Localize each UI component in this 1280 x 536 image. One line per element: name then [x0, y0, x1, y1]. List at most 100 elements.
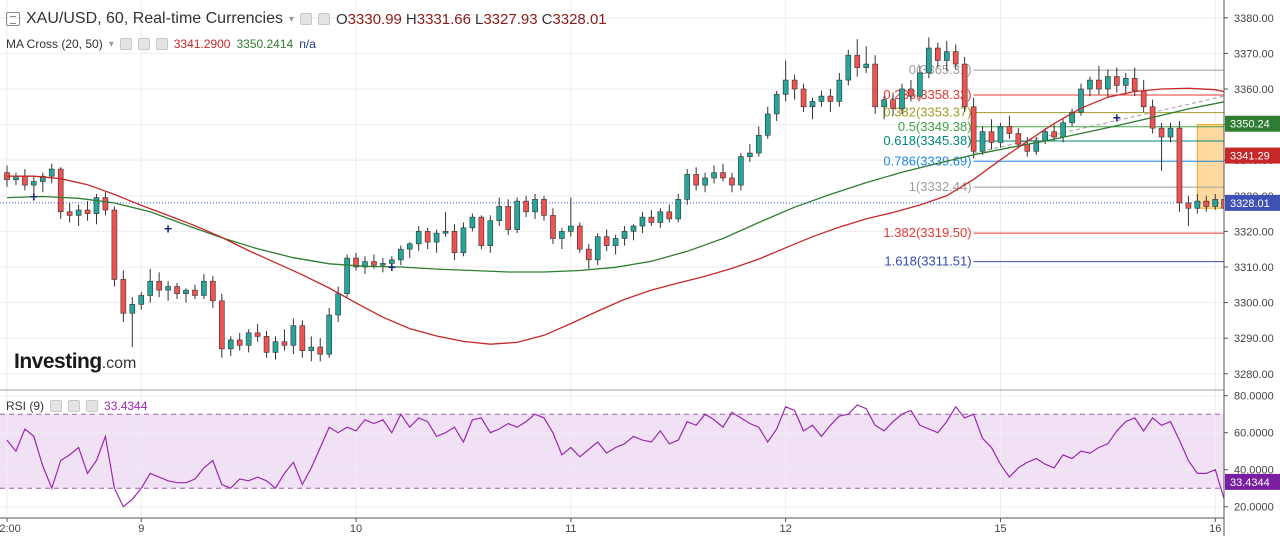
candle-body: [451, 231, 458, 254]
fib-level-label: 0.618(3345.38): [883, 133, 971, 148]
candle-body: [747, 152, 753, 157]
candle-body: [478, 216, 485, 246]
rsi-title[interactable]: RSI (9): [6, 399, 45, 413]
candle-body: [102, 197, 109, 211]
candle: [908, 80, 914, 102]
ma-cross-title[interactable]: MA Cross (20, 50): [6, 37, 103, 51]
candle-body: [227, 339, 234, 350]
candle-body: [979, 131, 986, 152]
candle: [93, 194, 100, 225]
candle-body: [245, 332, 252, 346]
fib-level-label: 0.236(3358.32): [883, 87, 971, 102]
visibility-icon[interactable]: [50, 400, 63, 412]
candle: [183, 288, 189, 303]
candle: [138, 291, 145, 310]
candle-body: [1114, 76, 1120, 86]
ohlc-value: 3330.99: [347, 10, 402, 28]
price-tick-label: 3310.00: [1234, 262, 1274, 274]
price-tick-label: 3280.00: [1234, 369, 1274, 381]
candle: [290, 318, 297, 355]
settings-icon[interactable]: [137, 38, 150, 50]
candle-body: [93, 197, 100, 214]
gear-icon[interactable]: [318, 13, 330, 25]
candle-body: [1069, 111, 1075, 124]
rsi-value-tag: 33.4344: [1230, 477, 1270, 489]
candle-body: [970, 106, 977, 152]
candle: [711, 165, 717, 184]
candle-body: [129, 304, 136, 314]
ohlc-item: O3330.99: [336, 11, 402, 28]
candle-body: [1212, 199, 1219, 207]
collapse-icon[interactable]: [6, 12, 20, 26]
candle-body: [1203, 200, 1210, 207]
close-icon[interactable]: [155, 38, 168, 50]
chevron-down-icon[interactable]: ▾: [288, 13, 294, 25]
candle-body: [961, 63, 968, 108]
candle-body: [424, 231, 431, 243]
candle-body: [353, 257, 359, 268]
ohlc-label: H: [405, 10, 417, 28]
candle-body: [541, 199, 547, 216]
candle-body: [836, 79, 843, 102]
ma-fast-value: 3341.2900: [173, 37, 231, 51]
candle-body: [550, 215, 556, 239]
candle: [442, 211, 449, 237]
close-icon[interactable]: [86, 400, 99, 412]
ohlc-label: L: [474, 10, 484, 28]
candle-body: [57, 168, 64, 213]
candle: [809, 97, 816, 120]
settings-icon[interactable]: [300, 13, 312, 25]
rsi-tick-label: 40.0000: [1234, 465, 1274, 477]
candle: [1203, 195, 1210, 212]
candle: [344, 254, 350, 298]
last-price-tag: 3328.01: [1230, 198, 1270, 210]
candle-body: [1131, 78, 1138, 92]
candle-body: [568, 225, 574, 232]
candle: [970, 97, 977, 159]
candle-body: [585, 248, 592, 261]
candle: [1185, 195, 1192, 227]
candle-body: [621, 231, 628, 239]
symbol-title[interactable]: XAU/USD, 60, Real-time Currencies: [26, 10, 283, 27]
candle-body: [344, 257, 350, 294]
last-price-tag-bg: [1225, 194, 1280, 211]
chevron-down-icon[interactable]: ▾: [108, 38, 114, 50]
candle: [657, 208, 664, 228]
rsi-band: [0, 414, 1224, 489]
candle-body: [469, 216, 476, 229]
candle: [603, 229, 610, 251]
candle: [1122, 72, 1129, 95]
fib-level-label: 1.382(3319.50): [883, 225, 971, 240]
candle: [75, 204, 82, 227]
logo-wordmark: Investing: [14, 350, 102, 373]
candle: [227, 336, 234, 356]
candle: [39, 172, 46, 193]
candle-body: [84, 209, 91, 214]
candle-body: [66, 211, 73, 216]
candle: [747, 144, 753, 162]
ma-slow-price-tag: 3350.24: [1230, 119, 1270, 131]
candle: [782, 60, 789, 102]
candle-body: [908, 88, 914, 97]
candle-body: [308, 346, 315, 351]
candle-body: [666, 211, 673, 220]
candle: [881, 96, 887, 120]
candle-body: [371, 261, 377, 266]
candle-body: [1194, 200, 1201, 209]
candle: [997, 122, 1004, 148]
candle-body: [755, 134, 762, 154]
candle-body: [1087, 79, 1093, 90]
visibility-icon[interactable]: [119, 38, 132, 50]
time-tick-label: 16: [1209, 523, 1221, 535]
candle-body: [281, 341, 288, 346]
fib-level-label: 0.382(3353.37): [883, 105, 971, 120]
candle: [1015, 128, 1022, 148]
candle: [57, 167, 64, 219]
settings-icon[interactable]: [68, 400, 81, 412]
candle: [1114, 67, 1120, 93]
candle-body: [326, 314, 333, 355]
candle: [630, 224, 637, 241]
candle-body: [272, 341, 279, 353]
candle-body: [380, 263, 386, 266]
